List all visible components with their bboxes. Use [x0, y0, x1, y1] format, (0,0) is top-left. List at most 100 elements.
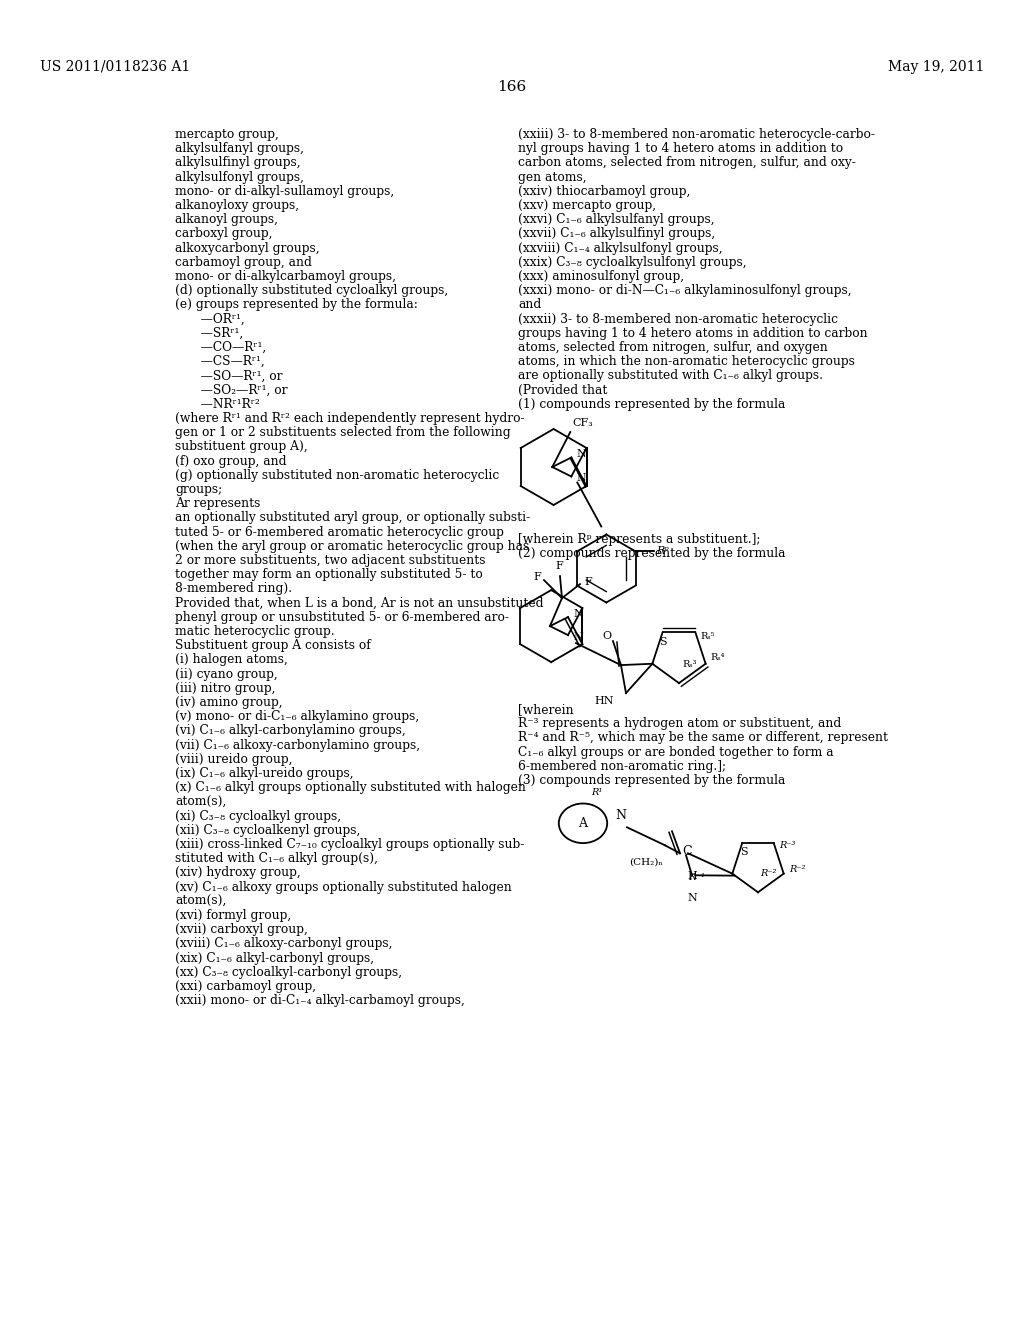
Text: (d) optionally substituted cycloalkyl groups,: (d) optionally substituted cycloalkyl gr…	[175, 284, 449, 297]
Text: F: F	[555, 561, 563, 572]
Text: (iv) amino group,: (iv) amino group,	[175, 696, 283, 709]
Text: Rₛ⁵: Rₛ⁵	[700, 632, 715, 642]
Text: Rₛ⁴: Rₛ⁴	[711, 653, 725, 663]
Text: F: F	[534, 572, 541, 582]
Text: (vii) C₁₋₆ alkoxy-carbonylamino groups,: (vii) C₁₋₆ alkoxy-carbonylamino groups,	[175, 739, 420, 751]
Text: R⁻⁴: R⁻⁴	[688, 873, 705, 882]
Text: (e) groups represented by the formula:: (e) groups represented by the formula:	[175, 298, 418, 312]
Text: 166: 166	[498, 81, 526, 94]
Text: May 19, 2011: May 19, 2011	[888, 59, 984, 74]
Text: S: S	[658, 638, 667, 647]
Text: 8-membered ring).: 8-membered ring).	[175, 582, 292, 595]
Text: —SO—Rʳ¹, or: —SO—Rʳ¹, or	[189, 370, 283, 383]
Text: R⁻³ represents a hydrogen atom or substituent, and: R⁻³ represents a hydrogen atom or substi…	[518, 717, 842, 730]
Text: (xx) C₃₋₈ cycloalkyl-carbonyl groups,: (xx) C₃₋₈ cycloalkyl-carbonyl groups,	[175, 966, 402, 979]
Text: (xiv) hydroxy group,: (xiv) hydroxy group,	[175, 866, 301, 879]
Text: R⁻²: R⁻²	[760, 870, 776, 878]
Text: (v) mono- or di-C₁₋₆ alkylamino groups,: (v) mono- or di-C₁₋₆ alkylamino groups,	[175, 710, 419, 723]
Text: (xxiv) thiocarbamoyl group,: (xxiv) thiocarbamoyl group,	[518, 185, 690, 198]
Text: (xxviii) C₁₋₄ alkylsulfonyl groups,: (xxviii) C₁₋₄ alkylsulfonyl groups,	[518, 242, 723, 255]
Text: R⁻²: R⁻²	[788, 865, 805, 874]
Text: (xii) C₃₋₈ cycloalkenyl groups,: (xii) C₃₋₈ cycloalkenyl groups,	[175, 824, 360, 837]
Text: —CS—Rʳ¹,: —CS—Rʳ¹,	[189, 355, 265, 368]
Text: A: A	[579, 817, 588, 830]
Text: (xiii) cross-linked C₇₋₁₀ cycloalkyl groups optionally sub-: (xiii) cross-linked C₇₋₁₀ cycloalkyl gro…	[175, 838, 524, 851]
Text: O: O	[602, 631, 611, 642]
Text: (2) compounds represented by the formula: (2) compounds represented by the formula	[518, 546, 785, 560]
Text: carbon atoms, selected from nitrogen, sulfur, and oxy-: carbon atoms, selected from nitrogen, su…	[518, 156, 856, 169]
Text: (xvi) formyl group,: (xvi) formyl group,	[175, 909, 291, 921]
Text: R⁻³: R⁻³	[779, 841, 796, 850]
Text: alkylsulfinyl groups,: alkylsulfinyl groups,	[175, 156, 301, 169]
Text: stituted with C₁₋₆ alkyl group(s),: stituted with C₁₋₆ alkyl group(s),	[175, 853, 378, 865]
Text: (xi) C₃₋₈ cycloalkyl groups,: (xi) C₃₋₈ cycloalkyl groups,	[175, 809, 341, 822]
Text: (xv) C₁₋₆ alkoxy groups optionally substituted halogen: (xv) C₁₋₆ alkoxy groups optionally subst…	[175, 880, 512, 894]
Text: Rₛ³: Rₛ³	[682, 660, 696, 669]
Text: alkanoyl groups,: alkanoyl groups,	[175, 214, 278, 226]
Text: N: N	[573, 609, 583, 619]
Text: gen or 1 or 2 substituents selected from the following: gen or 1 or 2 substituents selected from…	[175, 426, 511, 440]
Text: carbamoyl group, and: carbamoyl group, and	[175, 256, 312, 269]
Text: R⁻⁴ and R⁻⁵, which may be the same or different, represent: R⁻⁴ and R⁻⁵, which may be the same or di…	[518, 731, 888, 744]
Text: (iii) nitro group,: (iii) nitro group,	[175, 682, 275, 694]
Text: N: N	[615, 809, 626, 822]
Text: (xviii) C₁₋₆ alkoxy-carbonyl groups,: (xviii) C₁₋₆ alkoxy-carbonyl groups,	[175, 937, 392, 950]
Text: (xxii) mono- or di-C₁₋₄ alkyl-carbamoyl groups,: (xxii) mono- or di-C₁₋₄ alkyl-carbamoyl …	[175, 994, 465, 1007]
Text: phenyl group or unsubstituted 5- or 6-membered aro-: phenyl group or unsubstituted 5- or 6-me…	[175, 611, 509, 624]
Text: (xix) C₁₋₆ alkyl-carbonyl groups,: (xix) C₁₋₆ alkyl-carbonyl groups,	[175, 952, 374, 965]
Text: (viii) ureido group,: (viii) ureido group,	[175, 752, 293, 766]
Text: (ii) cyano group,: (ii) cyano group,	[175, 668, 278, 681]
Text: (CH₂)ₙ: (CH₂)ₙ	[629, 857, 663, 866]
Text: (xxx) aminosulfonyl group,: (xxx) aminosulfonyl group,	[518, 271, 684, 282]
Text: 2 or more substituents, two adjacent substituents: 2 or more substituents, two adjacent sub…	[175, 554, 485, 568]
Text: Provided that, when L is a bond, Ar is not an unsubstituted: Provided that, when L is a bond, Ar is n…	[175, 597, 544, 610]
Text: S: S	[740, 847, 748, 858]
Text: [wherein: [wherein	[518, 704, 573, 715]
Text: (xxvi) C₁₋₆ alkylsulfanyl groups,: (xxvi) C₁₋₆ alkylsulfanyl groups,	[518, 214, 715, 226]
Text: gen atoms,: gen atoms,	[518, 170, 587, 183]
Text: are optionally substituted with C₁₋₆ alkyl groups.: are optionally substituted with C₁₋₆ alk…	[518, 370, 823, 383]
Text: atoms, in which the non-aromatic heterocyclic groups: atoms, in which the non-aromatic heteroc…	[518, 355, 855, 368]
Text: nyl groups having 1 to 4 hetero atoms in addition to: nyl groups having 1 to 4 hetero atoms in…	[518, 143, 843, 156]
Text: (xvii) carboxyl group,: (xvii) carboxyl group,	[175, 923, 308, 936]
Text: N: N	[687, 882, 697, 903]
Text: Rᵖ: Rᵖ	[655, 546, 669, 557]
Text: 6-membered non-aromatic ring.];: 6-membered non-aromatic ring.];	[518, 760, 726, 774]
Text: (xxi) carbamoyl group,: (xxi) carbamoyl group,	[175, 979, 316, 993]
Text: —NRʳ¹Rʳ²: —NRʳ¹Rʳ²	[189, 397, 260, 411]
Text: tuted 5- or 6-membered aromatic heterocyclic group: tuted 5- or 6-membered aromatic heterocy…	[175, 525, 504, 539]
Text: (xxvii) C₁₋₆ alkylsulfinyl groups,: (xxvii) C₁₋₆ alkylsulfinyl groups,	[518, 227, 715, 240]
Text: Ar represents: Ar represents	[175, 498, 260, 511]
Text: atom(s),: atom(s),	[175, 895, 226, 908]
Text: US 2011/0118236 A1: US 2011/0118236 A1	[40, 59, 190, 74]
Text: carboxyl group,: carboxyl group,	[175, 227, 272, 240]
Text: R¹: R¹	[591, 788, 602, 797]
Text: mercapto group,: mercapto group,	[175, 128, 279, 141]
Text: an optionally substituted aryl group, or optionally substi-: an optionally substituted aryl group, or…	[175, 511, 530, 524]
Text: (xxiii) 3- to 8-membered non-aromatic heterocycle-carbo-: (xxiii) 3- to 8-membered non-aromatic he…	[518, 128, 874, 141]
Text: mono- or di-alkyl-sullamoyl groups,: mono- or di-alkyl-sullamoyl groups,	[175, 185, 394, 198]
Text: (vi) C₁₋₆ alkyl-carbonylamino groups,: (vi) C₁₋₆ alkyl-carbonylamino groups,	[175, 725, 406, 738]
Text: N: N	[577, 474, 586, 483]
Text: —ORʳ¹,: —ORʳ¹,	[189, 313, 245, 326]
Text: (Provided that: (Provided that	[518, 384, 607, 396]
Text: (1) compounds represented by the formula: (1) compounds represented by the formula	[518, 397, 785, 411]
Text: alkylsulfanyl groups,: alkylsulfanyl groups,	[175, 143, 304, 156]
Text: alkylsulfonyl groups,: alkylsulfonyl groups,	[175, 170, 304, 183]
Text: (when the aryl group or aromatic heterocyclic group has: (when the aryl group or aromatic heteroc…	[175, 540, 529, 553]
Text: atom(s),: atom(s),	[175, 796, 226, 808]
Text: atoms, selected from nitrogen, sulfur, and oxygen: atoms, selected from nitrogen, sulfur, a…	[518, 341, 827, 354]
Text: (x) C₁₋₆ alkyl groups optionally substituted with halogen: (x) C₁₋₆ alkyl groups optionally substit…	[175, 781, 526, 795]
Text: (xxxii) 3- to 8-membered non-aromatic heterocyclic: (xxxii) 3- to 8-membered non-aromatic he…	[518, 313, 838, 326]
Text: —SO₂—Rʳ¹, or: —SO₂—Rʳ¹, or	[189, 384, 288, 396]
Text: groups having 1 to 4 hetero atoms in addition to carbon: groups having 1 to 4 hetero atoms in add…	[518, 327, 867, 339]
Text: N: N	[573, 632, 583, 642]
Text: (3) compounds represented by the formula: (3) compounds represented by the formula	[518, 774, 785, 787]
Text: (xxix) C₃₋₈ cycloalkylsulfonyl groups,: (xxix) C₃₋₈ cycloalkylsulfonyl groups,	[518, 256, 746, 269]
Text: (where Rʳ¹ and Rʳ² each independently represent hydro-: (where Rʳ¹ and Rʳ² each independently re…	[175, 412, 524, 425]
Text: —SRʳ¹,: —SRʳ¹,	[189, 327, 244, 339]
Text: alkoxycarbonyl groups,: alkoxycarbonyl groups,	[175, 242, 319, 255]
Text: (xxxi) mono- or di-N—C₁₋₆ alkylaminosulfonyl groups,: (xxxi) mono- or di-N—C₁₋₆ alkylaminosulf…	[518, 284, 852, 297]
Text: and: and	[518, 298, 542, 312]
Text: C₁₋₆ alkyl groups or are bonded together to form a: C₁₋₆ alkyl groups or are bonded together…	[518, 746, 834, 759]
